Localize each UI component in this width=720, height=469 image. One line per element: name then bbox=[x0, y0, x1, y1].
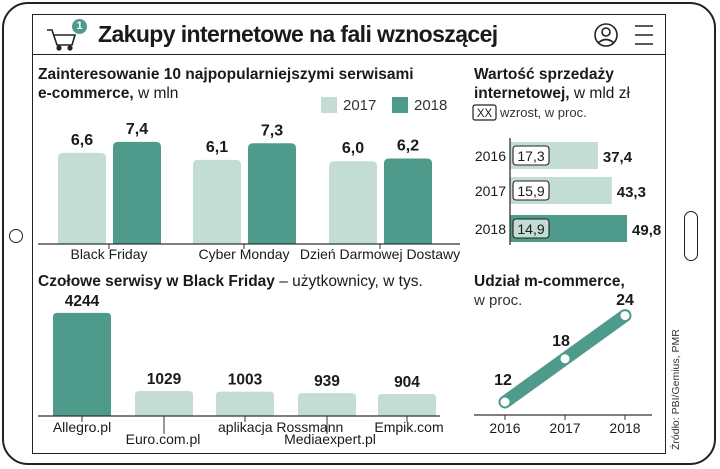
bf-value-2: 1003 bbox=[228, 372, 263, 389]
category-label-2: Dzień Darmowej Dostawy bbox=[300, 246, 460, 262]
bf-chart-title: Czołowe serwisy w Black Friday – użytkow… bbox=[38, 273, 423, 290]
bf-label-3: Mediaexpert.pl bbox=[284, 431, 376, 447]
note-box bbox=[472, 104, 497, 121]
cart-badge: 1 bbox=[72, 19, 87, 34]
bf-label-4: Empik.com bbox=[374, 419, 443, 435]
bf-bar-1 bbox=[135, 390, 193, 416]
bf-bar-0 bbox=[53, 312, 111, 416]
sales-year-1: 2017 bbox=[475, 183, 506, 199]
sales-value-2: 49,8 bbox=[632, 222, 661, 239]
bf-bar-3 bbox=[298, 393, 356, 416]
legend-label-2018: 2018 bbox=[414, 97, 447, 114]
bf-value-3: 939 bbox=[314, 373, 340, 390]
cart-icon[interactable] bbox=[47, 29, 77, 51]
mcom-value-2: 24 bbox=[616, 292, 634, 309]
bar-2018-0 bbox=[113, 141, 161, 244]
legend-swatch-2018 bbox=[392, 97, 408, 113]
sales-value-0: 37,4 bbox=[603, 149, 633, 166]
growth-label-0: 17,3 bbox=[517, 148, 544, 164]
bar-label-2017-2: 6,0 bbox=[342, 140, 364, 157]
home-button[interactable] bbox=[684, 211, 698, 261]
camera-dot bbox=[9, 229, 23, 243]
header-divider bbox=[32, 54, 666, 55]
legend-swatch-2017 bbox=[321, 97, 337, 113]
growth-box-0 bbox=[512, 145, 550, 166]
bf-bar-4 bbox=[378, 394, 436, 416]
bar-2017-2 bbox=[329, 161, 377, 244]
growth-box-1 bbox=[512, 180, 550, 201]
bf-value-0: 4244 bbox=[65, 293, 100, 310]
growth-label-1: 15,9 bbox=[517, 183, 544, 199]
sales-year-0: 2016 bbox=[475, 148, 506, 164]
mcom-point-2 bbox=[620, 311, 630, 321]
mcom-chart-title-0: Udział m-commerce, bbox=[474, 273, 625, 290]
bar-2018-2 bbox=[384, 158, 432, 244]
interest-chart-title-1: e-commerce, w mln bbox=[38, 85, 178, 102]
category-label-1: Cyber Monday bbox=[198, 246, 289, 262]
bar-label-2018-2: 6,2 bbox=[397, 137, 419, 154]
bf-value-1: 1029 bbox=[147, 371, 182, 388]
note-text: wzrost, w proc. bbox=[499, 105, 587, 120]
sales-year-2: 2018 bbox=[475, 221, 506, 237]
page-title: Zakupy internetowe na fali wznoszącej bbox=[98, 21, 498, 47]
bf-value-4: 904 bbox=[394, 374, 420, 391]
screen bbox=[32, 14, 666, 454]
menu-icon[interactable] bbox=[635, 25, 653, 45]
sales-chart-title-0: Wartość sprzedaży bbox=[474, 66, 614, 83]
bf-label-0: Allegro.pl bbox=[53, 419, 111, 435]
growth-box-2 bbox=[512, 218, 550, 239]
category-label-0: Black Friday bbox=[70, 246, 147, 262]
sales-value-1: 43,3 bbox=[617, 184, 646, 201]
mcom-year-0: 2016 bbox=[489, 420, 520, 436]
bar-label-2018-1: 7,3 bbox=[261, 122, 283, 139]
bf-label-1: Euro.com.pl bbox=[126, 431, 201, 447]
mcom-point-1 bbox=[560, 354, 570, 364]
growth-label-2: 14,9 bbox=[517, 221, 544, 237]
mcom-value-1: 18 bbox=[552, 333, 570, 350]
mcom-unit: w proc. bbox=[473, 292, 522, 309]
bar-label-2017-1: 6,1 bbox=[206, 139, 228, 156]
bar-label-2018-0: 7,4 bbox=[126, 121, 148, 138]
legend-label-2017: 2017 bbox=[343, 97, 376, 114]
bf-bar-2 bbox=[216, 391, 274, 416]
bar-2017-1 bbox=[193, 159, 241, 244]
mcom-year-2: 2018 bbox=[609, 420, 640, 436]
bar-2018-1 bbox=[248, 143, 296, 244]
note-box-label: XX bbox=[477, 108, 493, 120]
bar-2017-0 bbox=[58, 152, 106, 244]
mcom-year-1: 2017 bbox=[549, 420, 580, 436]
bar-label-2017-0: 6,6 bbox=[71, 132, 93, 149]
bf-label-2: aplikacja Rossmann bbox=[218, 419, 343, 435]
sales-chart-title-1: internetowej, w mld zł bbox=[474, 85, 630, 102]
interest-chart-title-0: Zainteresowanie 10 najpopularniejszymi s… bbox=[38, 66, 414, 83]
mcom-point-0 bbox=[500, 397, 510, 407]
mcom-value-0: 12 bbox=[494, 372, 512, 389]
user-icon[interactable] bbox=[594, 23, 618, 47]
